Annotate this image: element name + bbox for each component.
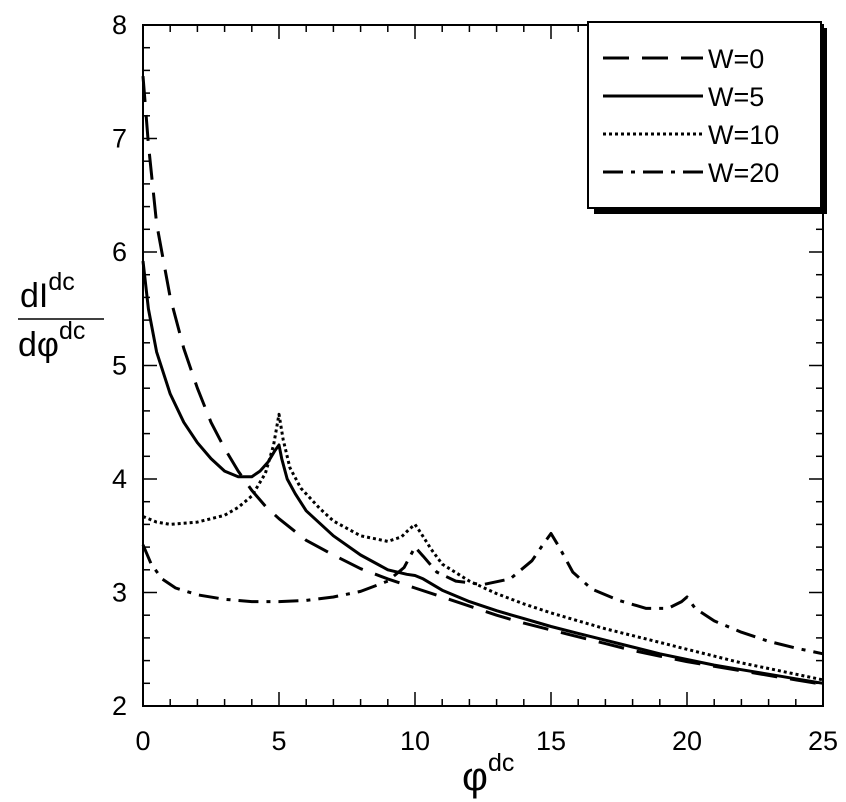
series-line-w-5 (141, 260, 824, 685)
x-axis-label-sup: dc (488, 749, 514, 777)
legend-box (587, 21, 822, 209)
legend-label: W=20 (708, 158, 779, 188)
x-tick-label: 10 (400, 726, 430, 756)
x-axis-label: φdc (462, 749, 514, 799)
tick-labels: 2 3 4 5 6 7 8 0 5 10 15 20 25 (112, 10, 838, 756)
y-tick-label: 3 (112, 578, 127, 608)
y-tick-label: 6 (112, 237, 127, 267)
y-tick-label: 2 (112, 691, 127, 721)
x-tick-label: 15 (536, 726, 566, 756)
y-axis-label-den-sup: dc (59, 317, 85, 345)
x-tick-label: 0 (135, 726, 150, 756)
x-tick-label: 5 (271, 726, 286, 756)
legend-label: W=0 (708, 44, 764, 74)
y-axis-label-num-sup: dc (48, 268, 74, 296)
series-line-w-0 (141, 75, 824, 686)
y-axis-label-num-main: dI (20, 277, 48, 315)
x-tick-label: 20 (672, 726, 702, 756)
series-line-w-10 (142, 412, 824, 682)
legend-label: W=5 (708, 82, 764, 112)
x-tick-label: 25 (808, 726, 838, 756)
x-axis-label-main: φ (462, 755, 488, 799)
y-tick-label: 4 (112, 464, 127, 494)
y-axis-label-numerator: dIdc (20, 268, 75, 315)
series-line-w-20 (141, 532, 824, 656)
y-axis-label: dIdc dφdc (18, 268, 104, 364)
y-tick-label: 8 (112, 10, 127, 40)
y-tick-label: 7 (112, 124, 127, 154)
plot-lines (141, 75, 824, 686)
legend: W=0 W=5 W=10 W=20 (587, 21, 827, 214)
y-axis-label-den-main: dφ (18, 326, 59, 364)
legend-label: W=10 (708, 120, 779, 150)
y-tick-label: 5 (112, 351, 127, 381)
y-axis-label-denominator: dφdc (18, 317, 85, 364)
legend-items: W=0 W=5 W=10 W=20 (603, 44, 779, 188)
